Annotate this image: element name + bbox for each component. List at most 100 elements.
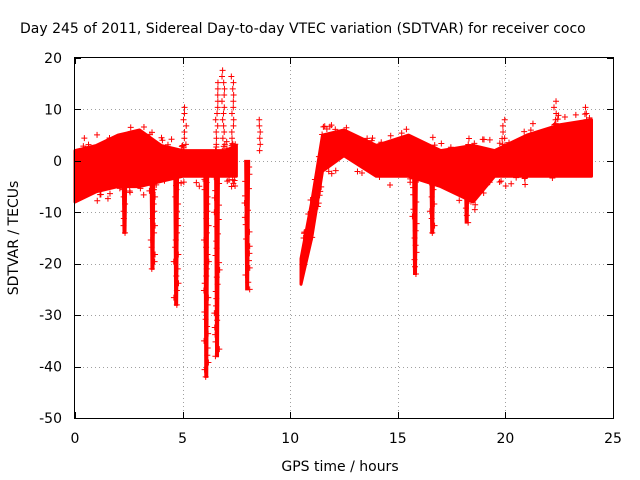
data-point	[358, 170, 365, 177]
data-point	[158, 134, 165, 141]
data-point	[147, 179, 154, 186]
data-point	[203, 229, 210, 236]
data-point	[245, 185, 252, 192]
data-point	[513, 174, 520, 181]
data-point	[218, 98, 225, 105]
data-point	[213, 274, 220, 281]
data-point	[182, 141, 189, 148]
data-point	[461, 176, 468, 183]
data-point	[320, 123, 327, 130]
data-point	[465, 197, 472, 204]
data-point	[242, 272, 249, 279]
data-point	[211, 310, 218, 317]
data-point	[203, 215, 210, 222]
data-point	[152, 193, 159, 200]
data-point	[204, 251, 211, 258]
data-point	[572, 111, 579, 118]
data-point	[581, 147, 588, 154]
data-point	[230, 92, 237, 99]
data-point	[242, 178, 249, 185]
x-tick-label: 25	[604, 431, 622, 447]
x-tick-label: 15	[389, 431, 407, 447]
data-point	[426, 179, 433, 186]
data-point	[447, 144, 454, 151]
data-point	[228, 110, 235, 117]
data-point	[214, 110, 221, 117]
data-point	[219, 116, 226, 123]
data-point	[409, 213, 416, 220]
data-point	[582, 141, 589, 148]
data-point	[137, 185, 144, 192]
data-points	[73, 67, 593, 380]
data-point	[230, 104, 237, 111]
data-point	[212, 187, 219, 194]
data-point	[151, 229, 158, 236]
data-point	[175, 251, 182, 258]
data-point	[256, 147, 263, 154]
data-point	[463, 212, 470, 219]
data-point	[203, 244, 210, 251]
data-point	[256, 122, 263, 129]
data-point	[127, 124, 134, 131]
data-point	[94, 197, 101, 204]
data-point	[226, 176, 233, 183]
data-point	[465, 219, 472, 226]
data-point	[181, 135, 188, 142]
data-point	[140, 191, 147, 198]
data-point	[202, 172, 209, 179]
data-point	[81, 135, 88, 142]
data-point	[257, 129, 264, 136]
x-tick-labels: 0 5 10 15 20 25	[71, 431, 622, 447]
data-point	[106, 134, 113, 141]
data-point	[256, 116, 263, 123]
data-point	[413, 220, 420, 227]
data-point	[456, 197, 463, 204]
data-point	[242, 221, 249, 228]
data-point	[214, 85, 221, 92]
data-point	[205, 294, 212, 301]
data-point	[178, 180, 185, 187]
data-point	[561, 114, 568, 121]
data-point	[522, 181, 529, 188]
data-point	[204, 201, 211, 208]
data-point	[120, 222, 127, 229]
data-point	[214, 79, 221, 86]
data-point	[181, 104, 188, 111]
data-point	[201, 366, 208, 373]
data-point	[246, 171, 253, 178]
data-point	[502, 183, 509, 190]
data-point	[431, 222, 438, 229]
data-point	[501, 147, 508, 154]
data-point	[462, 205, 469, 212]
data-point	[220, 122, 227, 129]
data-point	[215, 202, 222, 209]
data-point	[201, 309, 208, 316]
data-point	[116, 185, 123, 192]
data-point	[300, 235, 307, 242]
data-point	[164, 141, 171, 148]
data-point	[181, 110, 188, 117]
data-point	[119, 186, 126, 193]
axis-ticks	[75, 58, 614, 419]
data-point	[228, 142, 235, 149]
data-point	[223, 145, 230, 152]
data-point	[201, 280, 208, 287]
data-point	[301, 230, 308, 237]
data-point	[242, 192, 249, 199]
data-point	[246, 164, 253, 171]
data-point	[183, 122, 190, 129]
data-point	[219, 67, 226, 74]
data-point	[151, 258, 158, 265]
data-point	[150, 186, 157, 193]
data-point	[216, 166, 223, 173]
data-point	[319, 131, 326, 138]
data-point	[170, 258, 177, 265]
data-point	[97, 191, 104, 198]
y-tick-label: 20	[44, 51, 62, 67]
data-point	[175, 179, 182, 186]
y-tick-labels: -50 -40 -30 -20 -10 0 10 20	[39, 51, 62, 427]
data-point	[429, 229, 436, 236]
chart-title: Day 245 of 2011, Sidereal Day-to-day VTE…	[20, 21, 586, 37]
data-point	[465, 190, 472, 197]
